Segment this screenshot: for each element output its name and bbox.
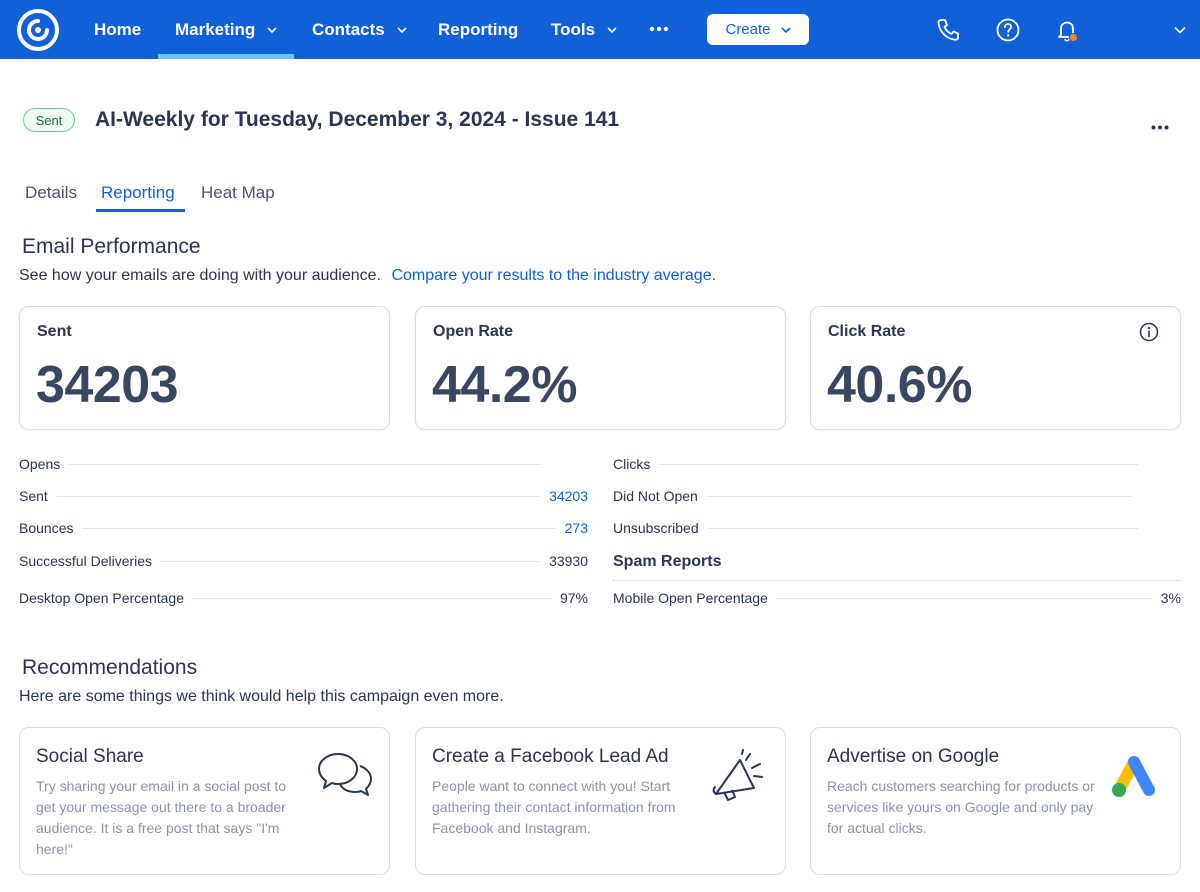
sent-stat-card: Sent 34203: [19, 306, 390, 430]
metric-leader-line: [161, 560, 541, 562]
more-actions-button[interactable]: [1147, 117, 1173, 137]
metric-value: 33930: [549, 553, 588, 569]
metric-row-unsubscribed: Unsubscribed: [613, 518, 1147, 538]
chevron-down-icon: [267, 26, 277, 33]
rec-card-title: Create a Facebook Lead Ad: [432, 746, 669, 767]
metric-label: Sent: [19, 488, 48, 504]
nav-more-button[interactable]: [648, 18, 670, 40]
nav-reporting-label: Reporting: [438, 19, 519, 39]
email-performance-description: See how your emails are doing with your …: [19, 267, 381, 284]
open-rate-stat-card: Open Rate 44.2%: [415, 306, 786, 430]
nav-reporting[interactable]: Reporting: [438, 0, 518, 59]
metric-row-sent: Sent 34203: [19, 486, 588, 506]
metric-value: 97%: [559, 590, 588, 606]
metric-leader-line: [659, 463, 1138, 465]
spam-reports-heading: Spam Reports: [613, 553, 722, 570]
metric-leader-line: [776, 597, 1152, 599]
chevron-down-icon: [397, 26, 407, 33]
chevron-down-icon: [780, 26, 791, 33]
metric-value-link[interactable]: 34203: [549, 488, 588, 504]
create-button[interactable]: Create: [707, 14, 809, 45]
app-logo-icon[interactable]: [17, 9, 59, 51]
metric-label: Opens: [19, 456, 61, 472]
stat-label: Click Rate: [828, 323, 906, 340]
megaphone-icon: [712, 749, 763, 801]
tab-reporting[interactable]: Reporting: [101, 183, 175, 202]
tab-details[interactable]: Details: [25, 183, 77, 202]
rec-card-description: Try sharing your email in a social post …: [36, 778, 287, 857]
metric-label: Bounces: [19, 520, 74, 536]
recommendations-subtitle: Here are some things we think would help…: [19, 688, 504, 705]
rec-card-facebook-lead-ad[interactable]: Create a Facebook Lead Ad People want to…: [415, 727, 786, 875]
google-ads-icon: [1112, 756, 1155, 797]
nav-active-indicator: [158, 54, 294, 59]
rec-card-title: Advertise on Google: [827, 746, 1000, 767]
nav-marketing[interactable]: Marketing: [175, 0, 277, 59]
nav-tools[interactable]: Tools: [551, 0, 617, 59]
create-button-label: Create: [725, 21, 771, 38]
metric-value: 3%: [1160, 590, 1181, 606]
rec-card-advertise-google[interactable]: Advertise on Google Reach customers sear…: [810, 727, 1181, 875]
nav-marketing-label: Marketing: [175, 19, 256, 39]
metric-row-did-not-open: Did Not Open: [613, 486, 1141, 506]
rec-card-description: People want to connect with you! Start g…: [432, 778, 676, 836]
stat-value: 44.2%: [432, 356, 577, 414]
chevron-down-icon: [607, 26, 617, 33]
email-performance-title: Email Performance: [22, 235, 201, 258]
metric-leader-line: [193, 597, 551, 599]
click-rate-stat-card: Click Rate 40.6%: [810, 306, 1181, 430]
rec-card-title: Social Share: [36, 746, 144, 767]
metric-row-bounces: Bounces 273: [19, 518, 588, 538]
metric-row-desktop-open-percentage: Desktop Open Percentage 97%: [19, 588, 588, 608]
recommendations-title: Recommendations: [22, 656, 198, 679]
email-performance-subtitle: See how your emails are doing with your …: [19, 267, 716, 285]
nav-home-label: Home: [94, 19, 142, 39]
metric-leader-line: [69, 463, 541, 465]
compare-industry-link[interactable]: Compare your results to the industry ave…: [391, 267, 717, 284]
metric-row-clicks: Clicks: [613, 454, 1147, 474]
stat-label: Sent: [37, 323, 72, 340]
metric-row-successful-deliveries: Successful Deliveries 33930: [19, 551, 588, 571]
ellipsis-icon: [1151, 125, 1169, 129]
phone-icon[interactable]: [935, 17, 961, 43]
tab-active-underline: [96, 209, 185, 212]
metric-label: Successful Deliveries: [19, 553, 153, 569]
page-title: AI-Weekly for Tuesday, December 3, 2024 …: [95, 108, 620, 131]
metric-value-link[interactable]: 273: [564, 520, 588, 536]
tab-heat-map[interactable]: Heat Map: [201, 183, 275, 202]
info-icon[interactable]: [1139, 322, 1159, 342]
metric-row-opens: Opens: [19, 454, 550, 474]
bell-icon[interactable]: [1054, 17, 1080, 43]
metric-leader-line: [706, 495, 1132, 497]
notification-dot: [1069, 33, 1078, 42]
nav-tools-label: Tools: [551, 19, 596, 39]
rec-card-description: Reach customers searching for products o…: [827, 778, 1095, 836]
spam-reports-divider: [613, 580, 1181, 581]
metric-label: Desktop Open Percentage: [19, 590, 184, 606]
stat-value: 40.6%: [827, 356, 972, 414]
nav-home[interactable]: Home: [94, 0, 141, 59]
stat-label: Open Rate: [433, 323, 514, 340]
rec-card-social-share[interactable]: Social Share Try sharing your email in a…: [19, 727, 390, 875]
stat-value: 34203: [36, 356, 179, 414]
status-badge: Sent: [23, 108, 75, 132]
nav-contacts-label: Contacts: [312, 19, 385, 39]
metric-label: Unsubscribed: [613, 520, 699, 536]
chevron-down-icon[interactable]: [1174, 25, 1186, 35]
metric-row-mobile-open-percentage: Mobile Open Percentage 3%: [613, 588, 1181, 608]
speech-bubbles-icon: [318, 753, 372, 796]
metric-leader-line: [707, 527, 1138, 529]
help-icon[interactable]: [995, 17, 1021, 43]
metric-leader-line: [82, 527, 556, 529]
nav-contacts[interactable]: Contacts: [312, 0, 407, 59]
metric-label: Clicks: [613, 456, 651, 472]
top-nav-bar: Home Marketing Contacts Reporting Tools …: [0, 0, 1200, 59]
ellipsis-icon: [649, 26, 669, 32]
metric-label: Did Not Open: [613, 488, 698, 504]
metric-label: Mobile Open Percentage: [613, 590, 768, 606]
metric-leader-line: [56, 495, 541, 497]
